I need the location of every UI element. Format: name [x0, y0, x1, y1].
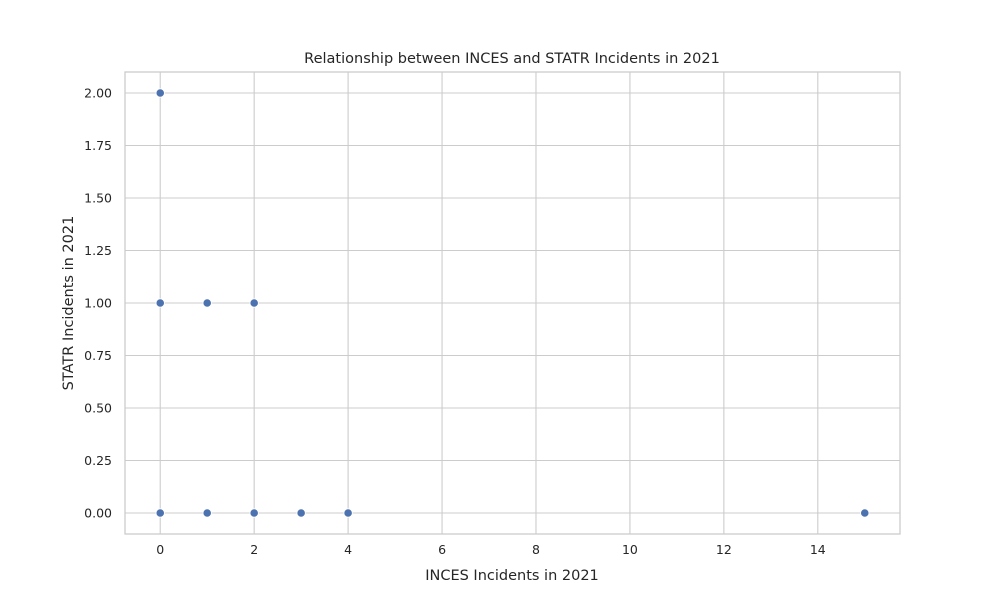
x-tick-label: 4: [344, 542, 352, 557]
y-tick-label: 1.25: [84, 243, 112, 258]
data-point: [155, 88, 165, 98]
data-point: [296, 508, 306, 518]
x-tick-label: 0: [156, 542, 164, 557]
data-point: [155, 298, 165, 308]
plot-frame: [124, 71, 901, 535]
y-tick-label: 1.50: [84, 191, 112, 206]
data-point: [249, 508, 259, 518]
x-tick-label: 6: [438, 542, 446, 557]
data-point: [249, 298, 259, 308]
y-tick-label: 0.00: [84, 506, 112, 521]
y-tick-label: 0.25: [84, 453, 112, 468]
y-tick-label: 1.75: [84, 138, 112, 153]
y-tick-label: 0.50: [84, 401, 112, 416]
x-tick-label: 14: [810, 542, 826, 557]
data-point: [343, 508, 353, 518]
y-axis-label: STATR Incidents in 2021: [61, 216, 77, 391]
data-point: [202, 298, 212, 308]
x-tick-label: 10: [622, 542, 638, 557]
x-axis-label: INCES Incidents in 2021: [425, 568, 599, 584]
y-tick-label: 1.00: [84, 296, 112, 311]
grid-lines: [125, 72, 900, 534]
y-tick-label: 0.75: [84, 348, 112, 363]
x-tick-label: 8: [532, 542, 540, 557]
data-point: [202, 508, 212, 518]
tick-labels: 0 2 4 6 8 10 12 14 0.00 0.25 0.50 0.75 1.00 1.25 1.50 1…: [84, 86, 826, 558]
data-points: [155, 88, 870, 518]
x-tick-label: 2: [250, 542, 258, 557]
data-point: [155, 508, 165, 518]
y-tick-label: 2.00: [84, 86, 112, 101]
data-point: [860, 508, 870, 518]
chart-title: Relationship between INCES and STATR Inc…: [304, 51, 720, 67]
x-tick-label: 12: [716, 542, 732, 557]
